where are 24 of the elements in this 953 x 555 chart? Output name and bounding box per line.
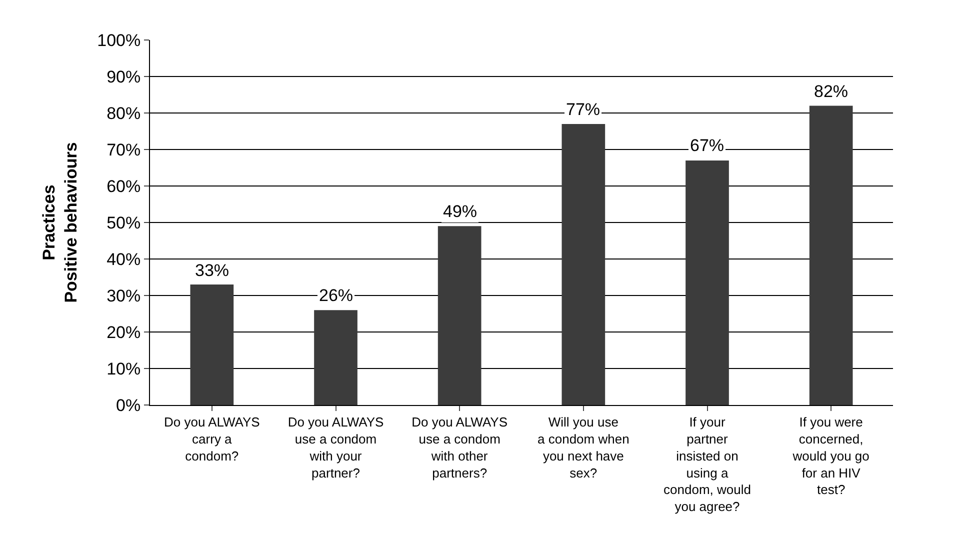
data-label: 82% (814, 82, 848, 101)
y-tick-label: 0% (116, 396, 141, 415)
y-tick-label: 70% (106, 140, 141, 160)
data-label: 49% (443, 202, 478, 221)
y-tick-label: 40% (106, 250, 141, 269)
y-tick-label: 30% (106, 286, 141, 306)
data-label: 77% (566, 100, 600, 119)
x-tick-label: Will you use a condom when you next have sex? (538, 414, 630, 480)
y-tick-label: 100% (97, 30, 141, 50)
x-tick-label: Do you ALWAYS use a condom with your partner? (288, 414, 384, 480)
data-label: 26% (319, 286, 354, 305)
y-tick-label: 50% (106, 213, 141, 232)
data-label: 33% (195, 261, 230, 280)
y-tick-label: 80% (106, 104, 141, 123)
y-axis-title: Practices Positive behaviours (40, 142, 81, 303)
x-tick-label: Do you ALWAYS use a condom with other partners? (412, 414, 508, 480)
x-tick-label: If your partner insisted on using a condom, would you agree? (664, 414, 751, 514)
data-label: 67% (690, 136, 724, 155)
y-tick-label: 60% (106, 176, 141, 196)
y-tick-label: 10% (106, 359, 141, 378)
x-tick-label: If you were concerned, would you go for an HIV test? (792, 414, 870, 498)
y-tick-label: 20% (106, 322, 141, 342)
y-tick-label: 90% (106, 67, 141, 86)
x-tick-label: Do you ALWAYS carry a condom? (164, 414, 260, 464)
